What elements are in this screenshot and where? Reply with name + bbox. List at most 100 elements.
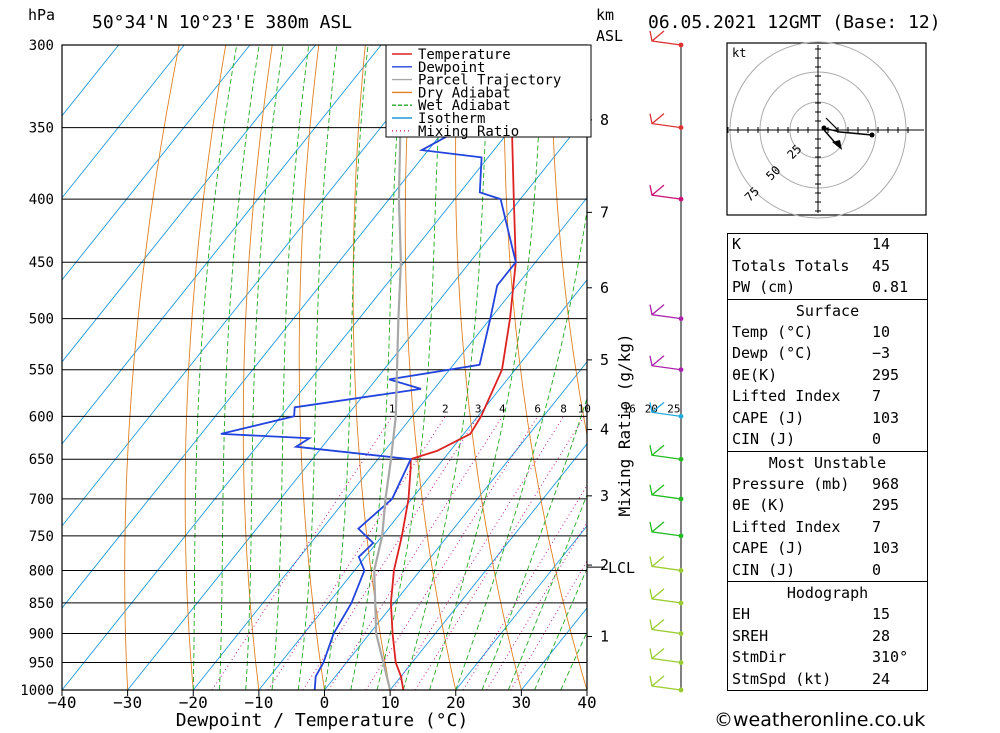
hodo-value: 15 [872, 605, 891, 623]
wind-barb-feather [651, 184, 665, 196]
x-tick-label: −20 [179, 693, 208, 712]
wind-barb-feather [651, 619, 665, 631]
profiles [220, 45, 517, 690]
dry-adiabat-line [352, 45, 391, 690]
mixing-ratio-value: 10 [578, 402, 591, 415]
wet-adiabat-line [402, 45, 490, 690]
x-tick-label: −30 [113, 693, 142, 712]
pressure-tick-label: 800 [29, 563, 54, 579]
pressure-tick-label: 450 [29, 255, 54, 271]
dry-adiabat-line [404, 45, 457, 690]
mixing-ratio-value: 25 [667, 402, 680, 415]
isotherm-line [62, 45, 448, 527]
mu-value: 295 [872, 496, 900, 514]
hodo-value: 310° [872, 648, 909, 666]
wind-barb-dot [678, 125, 684, 130]
mu-value: 968 [872, 474, 900, 493]
isotherm-line [62, 45, 119, 117]
wet-adiabat-line [350, 45, 404, 690]
wind-barbs [649, 30, 684, 693]
legend-entry: Wet Adiabat [418, 98, 511, 114]
x-tick-label: −10 [244, 693, 273, 712]
km-unit-label: km [596, 6, 614, 24]
wet-adiabat-line [429, 45, 544, 690]
legend-box [385, 44, 592, 138]
surface-row: Dewp (°C) −3 [728, 343, 927, 365]
hodograph-trace [823, 127, 873, 136]
plot-frame [61, 44, 588, 691]
indices-table: K 14 Totals Totals 45 PW (cm) 0.81 Surface … [727, 233, 928, 691]
surface-value: 7 [872, 387, 882, 405]
mu-value: 7 [872, 517, 882, 536]
dry-adiabat-line [124, 45, 180, 690]
wind-barb-feather [651, 30, 665, 42]
wind-barb-feather [651, 588, 665, 600]
surface-value: 295 [872, 365, 900, 384]
storm-motion-vector [823, 129, 839, 147]
surface-label: Lifted Index [732, 387, 841, 405]
asl-unit-label: ASL [596, 27, 623, 45]
dry-adiabat-line [298, 45, 325, 690]
hodograph-arrow [825, 117, 839, 131]
wet-adiabat-line [192, 45, 238, 690]
surface-value: 10 [872, 322, 891, 341]
wind-barb-feather [651, 113, 665, 125]
mixing-ratio-line [510, 560, 587, 690]
km-tick-label: 5 [600, 351, 609, 369]
datetime-title: 06.05.2021 12GMT (Base: 12) [648, 12, 941, 33]
legend-entry: Dewpoint [418, 60, 485, 76]
pressure-tick-label: 750 [29, 529, 54, 545]
location-title: 50°34'N 10°23'E 380m ASL [92, 12, 352, 33]
index-label: K [732, 235, 742, 253]
mu-value: 103 [872, 539, 900, 557]
surface-value: 0 [872, 430, 882, 448]
wet-adiabat-line [534, 567, 587, 690]
hodo-value: 24 [872, 669, 891, 688]
wind-barb-feather [651, 675, 665, 687]
pressure-tick-label: 1000 [20, 683, 54, 699]
km-tick-label: 6 [600, 279, 609, 297]
dewpoint-profile [220, 45, 517, 690]
isotherm-line [127, 115, 587, 690]
mixing-ratio-value: 6 [534, 402, 541, 415]
x-tick-label: 0 [320, 693, 330, 712]
hodograph-point [821, 125, 827, 131]
index-label: PW (cm) [732, 278, 796, 296]
mu-label: Pressure (mb) [732, 474, 850, 493]
surface-value: 103 [872, 408, 900, 427]
index-value: 45 [872, 256, 891, 275]
km-tick-label: 7 [600, 203, 609, 221]
mu-label: Lifted Index [732, 517, 841, 536]
pressure-tick-label: 400 [29, 192, 54, 208]
wet-adiabat-line [219, 45, 260, 690]
mixing-ratio-line [462, 484, 587, 690]
isotherm-line [324, 361, 587, 690]
index-value: 0.81 [872, 278, 909, 296]
y-unit-label: hPa [28, 6, 55, 24]
isotherm-line [62, 45, 382, 445]
wind-barb-feather [651, 648, 665, 660]
hodograph-point [869, 132, 875, 138]
isotherm-line [389, 443, 587, 690]
x-tick-label: 30 [512, 693, 531, 712]
surface-label: CAPE (J) [732, 408, 805, 427]
hodo-label: StmDir [732, 648, 787, 666]
hodo-label: EH [732, 605, 751, 623]
isotherm-line [62, 45, 251, 281]
axes: 1 2 3 4 6 8 10 16 20 2530035040045050055060065070… [20, 38, 680, 712]
pressure-tick-label: 700 [29, 492, 54, 508]
hodo-label: StmSpd (kt) [732, 669, 832, 688]
dry-adiabat-line [970, 45, 1000, 690]
surface-label: CIN (J) [732, 430, 796, 448]
wind-barb-feather [651, 484, 665, 496]
wind-barb-feather [651, 444, 665, 456]
dry-adiabat-line [242, 45, 273, 690]
legend-entry: Parcel Trajectory [418, 73, 561, 89]
x-tick-label: 20 [446, 693, 465, 712]
x-tick-label: 10 [380, 693, 399, 712]
hodo-row: EH 15 [728, 604, 927, 626]
pressure-grid [62, 44, 587, 691]
wet-adiabat-line [271, 45, 310, 690]
